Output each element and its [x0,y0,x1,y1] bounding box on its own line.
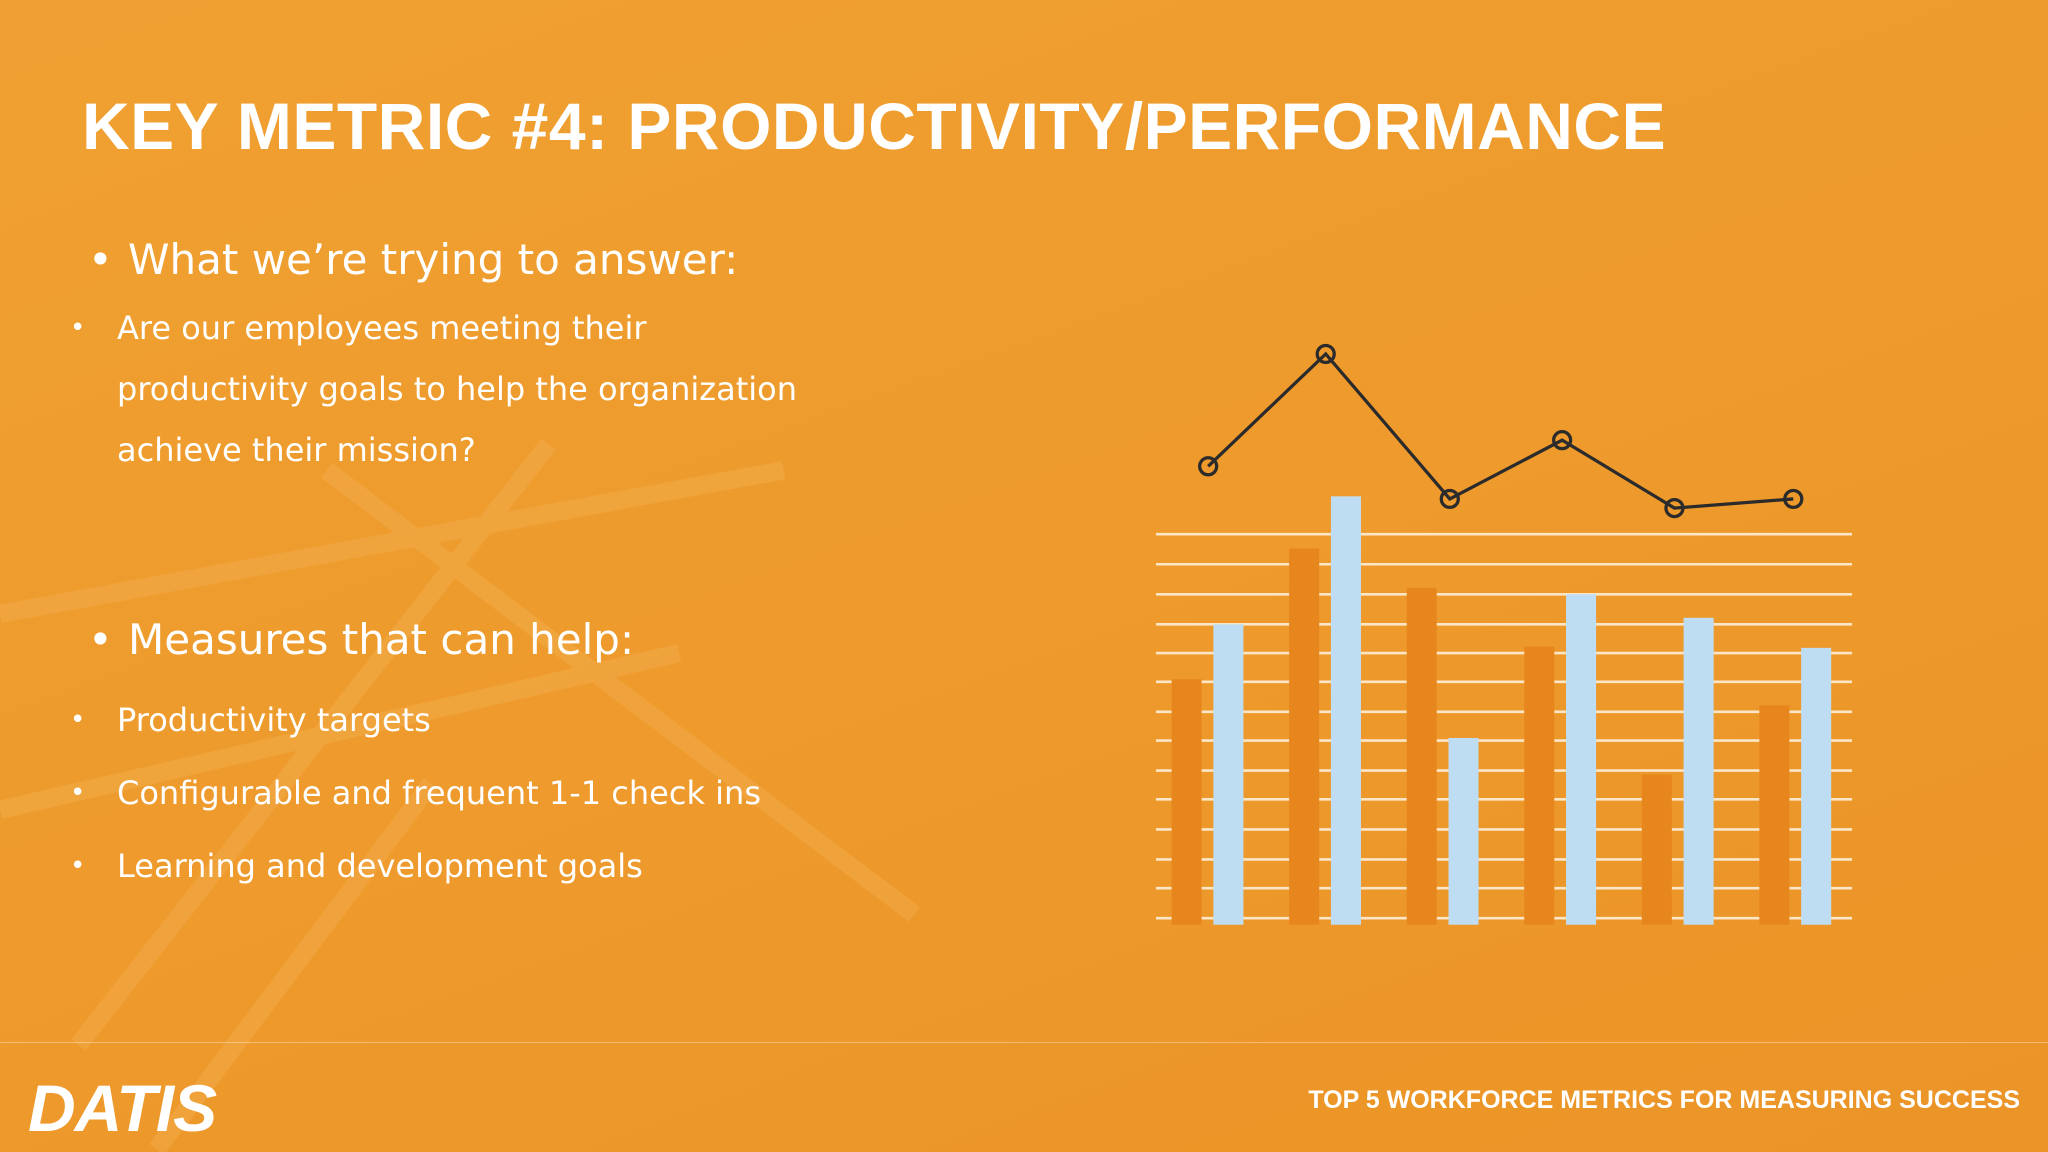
sub-bullet: Are our employees meeting their producti… [0,298,847,481]
sub-list: Are our employees meeting their producti… [0,298,847,481]
logo: DATIS [28,1071,217,1145]
chart-line [1198,343,1804,519]
chart-grid [1155,532,1853,920]
sub-bullet: Configurable and frequent 1-1 check ins [0,757,761,830]
sub-list: Productivity targets Configurable and fr… [0,684,761,903]
sub-bullet: Productivity targets [0,684,761,757]
bullet: Measures that can help: Productivity tar… [70,612,761,903]
chart-bars [1171,496,1832,925]
bullet: What we’re trying to answer: Are our emp… [70,232,847,481]
bullet-text: Measures that can help: [128,615,635,664]
slide-title: KEY METRIC #4: PRODUCTIVITY/PERFORMANCE [82,89,1667,163]
footer-divider [0,1042,2048,1043]
footer-tagline: TOP 5 WORKFORCE METRICS FOR MEASURING SU… [1308,1086,2020,1114]
sub-bullet: Learning and development goals [0,830,761,903]
bullet-text: What we’re trying to answer: [128,235,739,284]
